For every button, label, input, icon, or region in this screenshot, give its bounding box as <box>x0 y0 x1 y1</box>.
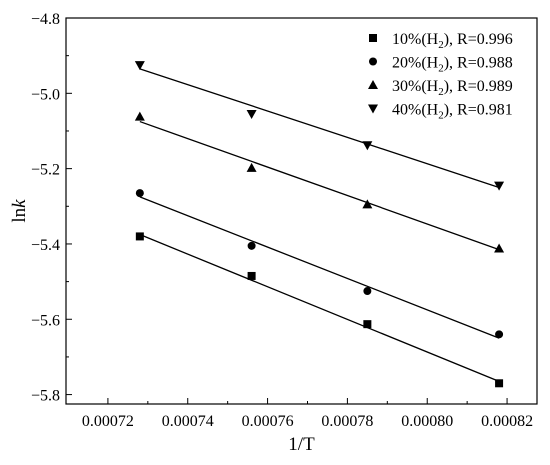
x-tick-label: 0.00078 <box>321 413 373 430</box>
y-tick-label: −5.2 <box>31 162 60 179</box>
data-point <box>248 242 256 250</box>
legend-entry-suffix: ), R=0.981 <box>444 102 513 119</box>
legend-entry-suffix: ), R=0.996 <box>444 31 513 48</box>
legend-entry: 30%(H2), R=0.989 <box>392 78 513 98</box>
plot-frame <box>66 18 537 404</box>
y-tick-label: −5.8 <box>31 388 60 405</box>
legend-marker <box>369 34 377 42</box>
fit-line <box>140 235 499 382</box>
legend-entry-prefix: 20%(H <box>392 55 439 72</box>
data-point <box>136 232 144 240</box>
x-tick-label: 0.00082 <box>481 413 533 430</box>
x-axis-label: 1/T <box>288 434 315 455</box>
legend-entry-prefix: 10%(H <box>392 31 439 48</box>
legend-entry: 10%(H2), R=0.996 <box>392 31 513 51</box>
legend-marker <box>368 80 378 89</box>
legend-entry-prefix: 30%(H <box>392 78 439 95</box>
data-point <box>495 379 503 387</box>
legend-entry: 20%(H2), R=0.988 <box>392 55 513 75</box>
y-tick-label: −5.0 <box>31 86 60 103</box>
y-axis-label: lnk <box>9 199 30 223</box>
y-tick-label: −4.8 <box>31 11 60 28</box>
legend-entry: 40%(H2), R=0.981 <box>392 102 513 122</box>
series-2 <box>136 189 503 338</box>
legend-marker <box>369 58 377 66</box>
data-point <box>135 61 145 70</box>
y-axis-label-main: ln <box>9 207 30 222</box>
x-tick-label: 0.00080 <box>401 413 453 430</box>
y-tick-label: −5.4 <box>31 237 60 254</box>
legend-entry-prefix: 40%(H <box>392 102 439 119</box>
data-point <box>247 110 257 119</box>
data-point <box>495 330 503 338</box>
x-tick-label: 0.00072 <box>82 413 134 430</box>
data-point <box>247 163 257 172</box>
fit-line <box>140 197 499 338</box>
fit-line <box>140 122 499 250</box>
y-tick-label: −5.6 <box>31 312 60 329</box>
data-point <box>248 272 256 280</box>
data-point <box>363 320 371 328</box>
data-point <box>136 189 144 197</box>
data-point <box>363 287 371 295</box>
series-1 <box>136 232 503 387</box>
data-point <box>135 112 145 121</box>
legend-marker <box>368 105 378 114</box>
series-3 <box>135 112 504 253</box>
legend-entry-suffix: ), R=0.988 <box>444 55 513 72</box>
x-tick-label: 0.00076 <box>242 413 294 430</box>
x-tick-label: 0.00074 <box>162 413 214 430</box>
y-axis-label-italic: k <box>9 199 30 208</box>
legend-entry-suffix: ), R=0.989 <box>444 78 513 95</box>
legend: 10%(H2), R=0.996 20%(H2), R=0.988 30%(H2),… <box>368 31 513 122</box>
